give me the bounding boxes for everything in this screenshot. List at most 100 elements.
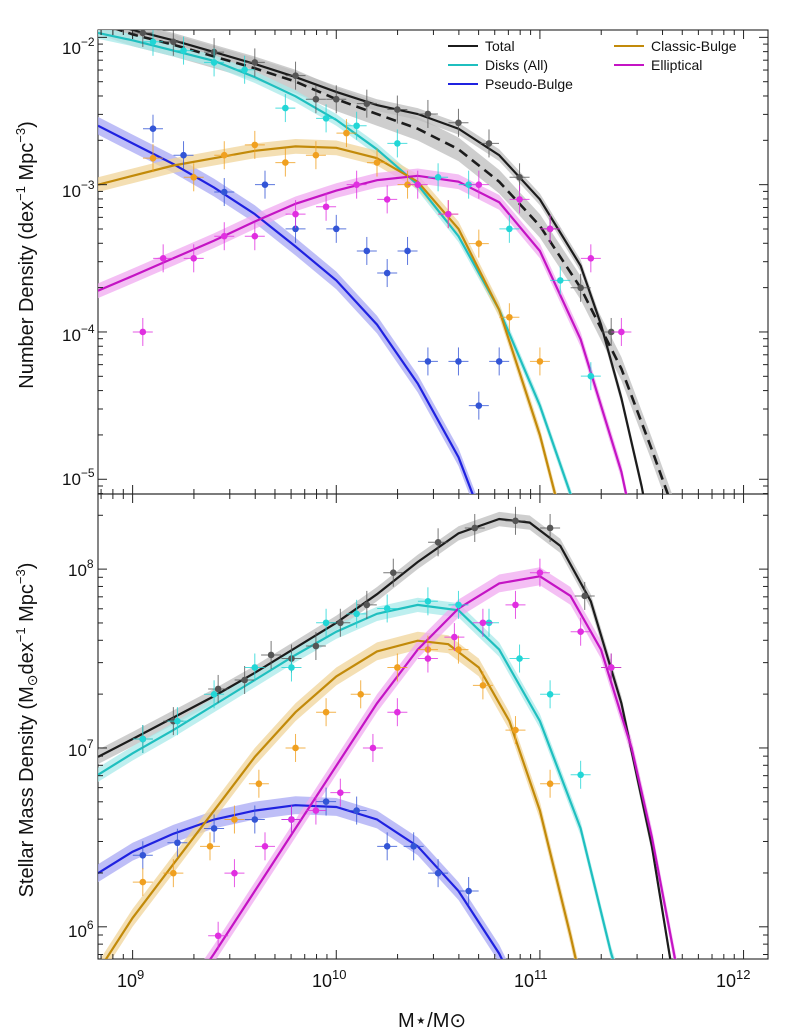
data-point-disks bbox=[550, 266, 571, 295]
x-axis-label: M⋆/M⊙ bbox=[398, 1010, 466, 1032]
legend-label-elliptical: Elliptical bbox=[651, 57, 702, 73]
data-point-total bbox=[428, 528, 449, 557]
data-point-elliptical bbox=[601, 653, 622, 682]
data-point-disks bbox=[509, 644, 530, 673]
data-point-elliptical bbox=[580, 244, 601, 273]
data-point-pseudo bbox=[403, 832, 424, 861]
data-point-total bbox=[234, 666, 255, 694]
data-point-elliptical bbox=[468, 170, 489, 199]
data-point-disks bbox=[346, 599, 367, 628]
curve-disks bbox=[98, 603, 615, 959]
data-point-classic bbox=[248, 769, 269, 798]
data-point-disks bbox=[580, 362, 601, 391]
data-point-elliptical bbox=[281, 805, 302, 834]
data-point-total bbox=[570, 273, 591, 302]
data-point-classic bbox=[336, 119, 357, 148]
data-point-pseudo bbox=[458, 877, 479, 906]
data-point-disks bbox=[387, 129, 408, 158]
bottom-y-axis-label: Stellar Mass Density (M⊙dex−1 Mpc−3) bbox=[13, 563, 40, 898]
data-point-disks bbox=[448, 590, 469, 619]
data-point-elliptical bbox=[305, 796, 326, 825]
curve-total bbox=[129, 30, 645, 494]
data-point-pseudo bbox=[489, 347, 510, 376]
data-point-disks bbox=[316, 104, 337, 133]
data-point-total bbox=[330, 608, 351, 637]
data-point-total bbox=[208, 674, 229, 703]
curve-elliptical bbox=[98, 174, 628, 494]
x-tick-label: 1010 bbox=[312, 967, 347, 991]
data-point-elliptical bbox=[438, 200, 459, 229]
data-point-classic bbox=[163, 859, 184, 888]
legend: Total Disks (All) Pseudo-Bulge Classic-B… bbox=[448, 38, 737, 92]
data-point-disks bbox=[417, 587, 438, 616]
data-point-classic bbox=[540, 769, 561, 798]
x-tick-label: 109 bbox=[117, 967, 144, 991]
data-point-elliptical bbox=[346, 170, 367, 199]
data-point-pseudo bbox=[448, 347, 469, 376]
top-y-axis-label: Number Density (dex−1 Mpc−3) bbox=[13, 121, 38, 389]
data-point-disks bbox=[142, 30, 163, 56]
x-tick-labels: 109 1010 1011 1012 bbox=[117, 967, 751, 991]
top-model-curves bbox=[98, 30, 670, 494]
data-point-classic bbox=[214, 141, 235, 170]
data-point-total bbox=[383, 558, 404, 587]
data-point-disks bbox=[377, 594, 398, 623]
bottom-model-curves bbox=[98, 517, 677, 959]
data-point-elliptical bbox=[570, 617, 591, 646]
data-point-pseudo bbox=[316, 787, 337, 816]
data-point-pseudo bbox=[132, 841, 153, 870]
data-point-disks bbox=[204, 48, 225, 77]
data-point-disks bbox=[458, 170, 479, 199]
bottom-confidence-bands bbox=[98, 511, 677, 959]
axis-ticks bbox=[98, 30, 768, 959]
curve-elliptical bbox=[209, 575, 677, 959]
data-point-total bbox=[244, 48, 265, 77]
data-point-classic bbox=[244, 130, 265, 159]
data-point-disks bbox=[173, 36, 194, 65]
data-point-elliptical bbox=[377, 185, 398, 214]
data-point-elliptical bbox=[540, 214, 561, 243]
data-point-elliptical bbox=[611, 317, 632, 346]
data-point-total bbox=[285, 61, 306, 90]
data-point-classic bbox=[224, 805, 245, 834]
data-point-total bbox=[305, 85, 326, 114]
data-point-elliptical bbox=[244, 222, 265, 251]
data-point-classic bbox=[316, 698, 337, 727]
data-point-disks bbox=[244, 653, 265, 682]
data-point-disks bbox=[234, 55, 255, 84]
curve-classic bbox=[98, 145, 557, 494]
legend-label-classic: Classic-Bulge bbox=[651, 38, 737, 54]
data-point-disks bbox=[167, 707, 188, 736]
band-classic bbox=[98, 139, 557, 494]
data-point-classic bbox=[366, 148, 387, 177]
data-point-elliptical bbox=[285, 200, 306, 229]
data-point-elliptical bbox=[407, 170, 428, 199]
top-y-tick-labels: 10−2 10−3 10−4 10−5 bbox=[62, 35, 95, 489]
data-point-elliptical bbox=[505, 590, 526, 619]
curve-total_dashed bbox=[115, 30, 670, 494]
data-point-disks bbox=[281, 653, 302, 682]
data-point-disks bbox=[499, 214, 520, 243]
data-point-classic bbox=[183, 163, 204, 192]
data-point-elliptical bbox=[316, 192, 337, 221]
band-classic bbox=[100, 631, 578, 959]
data-point-elliptical bbox=[224, 859, 245, 888]
data-point-classic bbox=[468, 229, 489, 258]
top-y-tick-label: 10−3 bbox=[62, 178, 95, 201]
data-point-pseudo bbox=[417, 347, 438, 376]
data-point-classic bbox=[448, 635, 469, 664]
data-point-classic bbox=[132, 868, 153, 897]
curve-pseudo bbox=[98, 124, 474, 494]
data-point-total bbox=[448, 108, 469, 137]
data-point-total bbox=[479, 129, 500, 158]
data-point-elliptical bbox=[362, 733, 383, 762]
curve-classic bbox=[104, 639, 577, 959]
data-point-elliptical bbox=[153, 244, 174, 273]
band-total bbox=[98, 511, 672, 959]
bottom-panel-frame bbox=[97, 493, 769, 960]
data-point-disks bbox=[428, 163, 449, 192]
legend-label-total: Total bbox=[485, 38, 515, 54]
data-point-disks bbox=[540, 680, 561, 709]
data-point-pseudo bbox=[468, 391, 489, 420]
